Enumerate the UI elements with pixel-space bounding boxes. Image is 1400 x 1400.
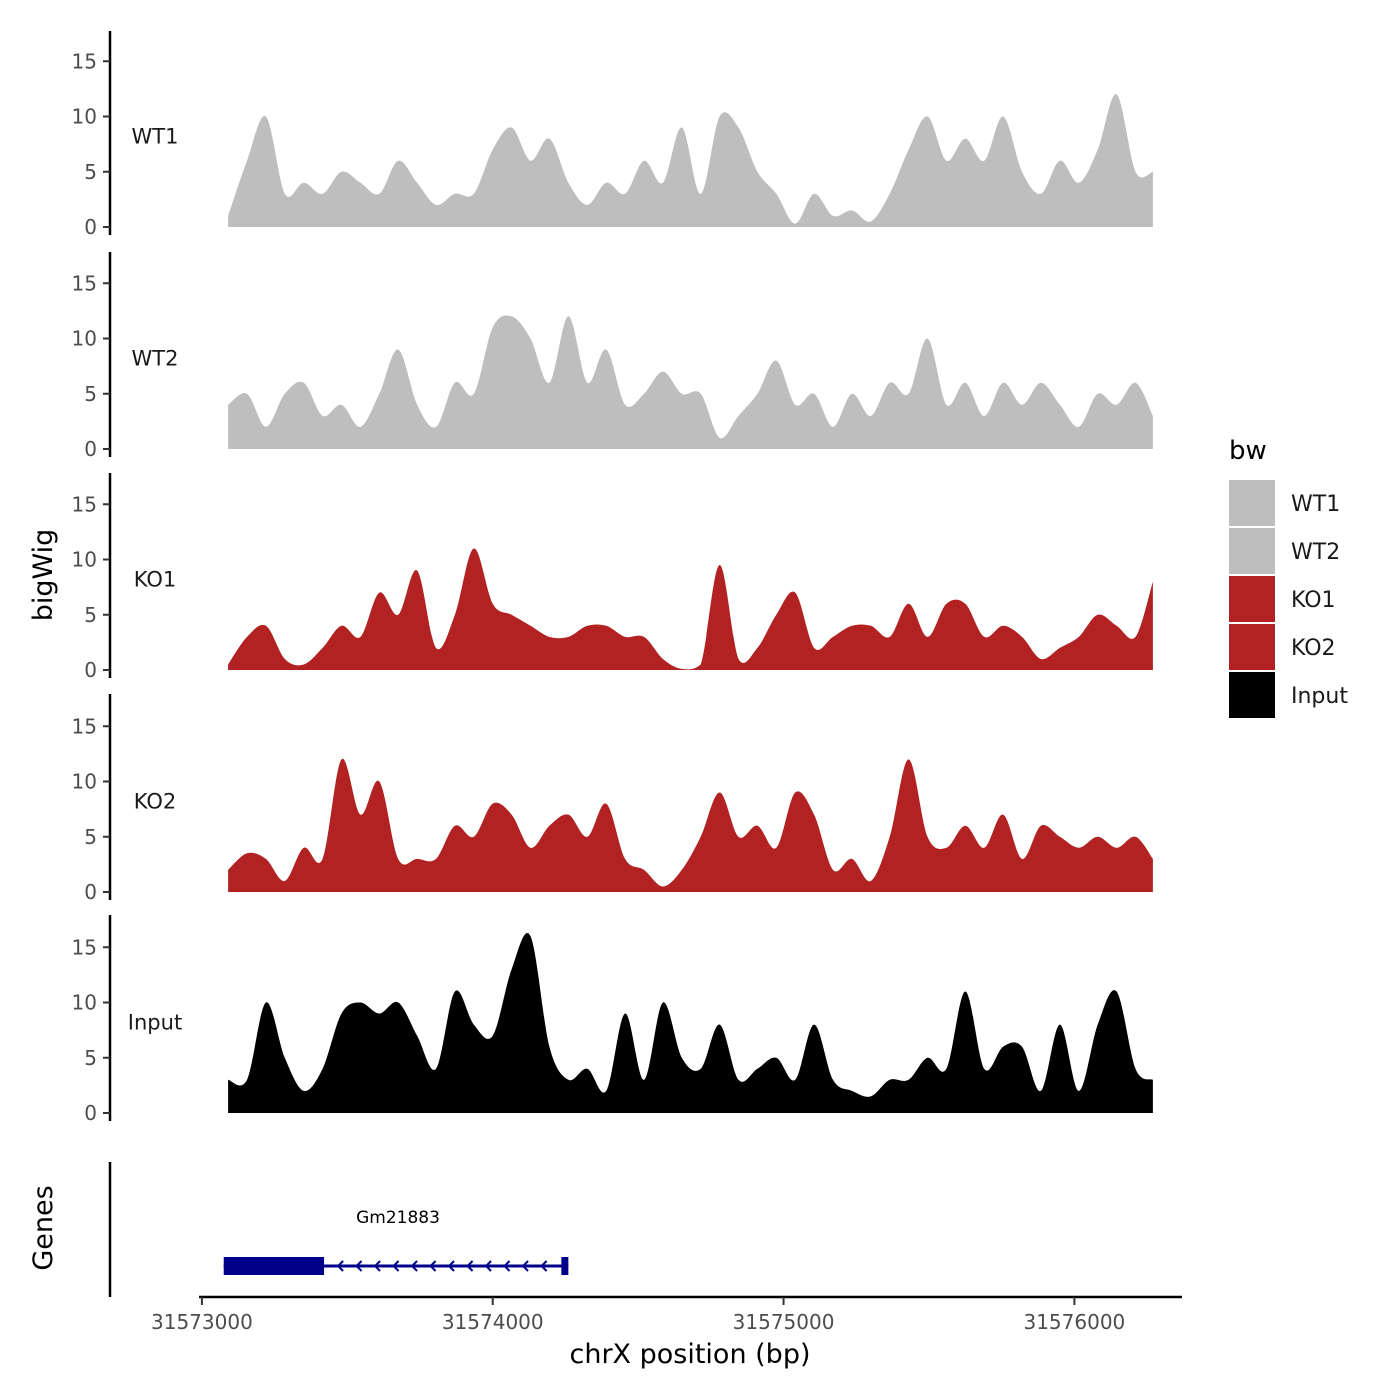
track-label: Input xyxy=(128,1010,182,1034)
x-tick-label: 31575000 xyxy=(733,1310,835,1334)
legend-label: Input xyxy=(1291,684,1348,709)
legend-key-wt2 xyxy=(1229,528,1275,574)
y-tick-label: 0 xyxy=(84,880,97,904)
genes-axis-title: Genes xyxy=(28,1185,59,1270)
y-tick-label: 0 xyxy=(84,437,97,461)
gene-exon xyxy=(561,1257,569,1275)
strand-arrow xyxy=(355,1260,363,1272)
track-label: KO1 xyxy=(134,567,177,591)
legend-label: WT1 xyxy=(1291,492,1340,517)
legend-title: bw xyxy=(1229,436,1267,466)
y-tick-label: 15 xyxy=(72,935,97,959)
x-tick-label: 31576000 xyxy=(1023,1310,1125,1334)
legend-key-ko1 xyxy=(1229,576,1275,622)
strand-arrow xyxy=(540,1260,548,1272)
coverage-area-ko2 xyxy=(228,758,1153,892)
strand-arrow xyxy=(503,1260,511,1272)
strand-arrow xyxy=(392,1260,400,1272)
y-axis-title: bigWig xyxy=(28,529,59,622)
track-wt2: 0 5 10 15 WT2 xyxy=(72,252,1153,461)
strand-arrow xyxy=(484,1260,492,1272)
x-axis: chrX position (bp) 31573000 31574000 31575… xyxy=(151,1295,1182,1370)
gene-exon xyxy=(223,1257,325,1275)
track-ko2: 0 5 10 15 KO2 xyxy=(72,694,1153,904)
legend-label: WT2 xyxy=(1291,540,1340,565)
y-tick-label: 10 xyxy=(72,105,97,129)
coverage-area-input xyxy=(228,933,1153,1113)
strand-arrow xyxy=(336,1260,344,1272)
y-tick-label: 10 xyxy=(72,770,97,794)
coverage-area-ko1 xyxy=(228,548,1153,670)
y-tick-label: 5 xyxy=(84,160,97,184)
y-tick-label: 5 xyxy=(84,1046,97,1070)
strand-arrow xyxy=(429,1260,437,1272)
y-tick-label: 5 xyxy=(84,825,97,849)
legend-key-ko2 xyxy=(1229,624,1275,670)
y-axis-title-group: bigWig xyxy=(28,529,59,622)
legend-label: KO1 xyxy=(1291,588,1336,613)
strand-arrow xyxy=(447,1260,455,1272)
bigwig-tracks: 0 5 10 15 WT1 0 5 10 15 WT2 0 5 10 15 KO1 0 5 10 15 KO2 0 5 10… xyxy=(72,31,1153,1125)
y-tick-label: 0 xyxy=(84,1101,97,1125)
coverage-area-wt1 xyxy=(228,94,1153,227)
y-tick-label: 0 xyxy=(84,215,97,239)
y-tick-label: 15 xyxy=(72,49,97,73)
x-axis-title: chrX position (bp) xyxy=(569,1339,810,1370)
gene-label: Gm21883 xyxy=(356,1208,440,1228)
legend-key-input xyxy=(1229,672,1275,718)
y-tick-label: 0 xyxy=(84,658,97,682)
x-tick-label: 31574000 xyxy=(442,1310,544,1334)
y-tick-label: 10 xyxy=(72,548,97,572)
legend-label: KO2 xyxy=(1291,636,1336,661)
track-wt1: 0 5 10 15 WT1 xyxy=(72,31,1153,239)
strand-arrow xyxy=(410,1260,418,1272)
genes-track: Genes Gm21883 xyxy=(28,1162,569,1297)
y-tick-label: 15 xyxy=(72,714,97,738)
x-tick-label: 31573000 xyxy=(151,1310,253,1334)
strand-arrow xyxy=(373,1260,381,1272)
y-tick-label: 10 xyxy=(72,327,97,351)
y-tick-label: 10 xyxy=(72,991,97,1015)
track-label: WT2 xyxy=(132,346,179,370)
strand-arrow xyxy=(466,1260,474,1272)
track-label: KO2 xyxy=(134,789,177,813)
y-tick-label: 15 xyxy=(72,492,97,516)
track-label: WT1 xyxy=(132,124,179,148)
y-tick-label: 5 xyxy=(84,603,97,627)
legend-key-wt1 xyxy=(1229,480,1275,526)
coverage-area-wt2 xyxy=(228,315,1153,449)
track-ko1: 0 5 10 15 KO1 xyxy=(72,473,1153,682)
y-tick-label: 15 xyxy=(72,271,97,295)
y-tick-label: 5 xyxy=(84,382,97,406)
legend: bw WT1 WT2 KO1 KO2 Input xyxy=(1229,436,1348,718)
track-input: 0 5 10 15 Input xyxy=(72,915,1153,1125)
strand-arrow xyxy=(521,1260,529,1272)
